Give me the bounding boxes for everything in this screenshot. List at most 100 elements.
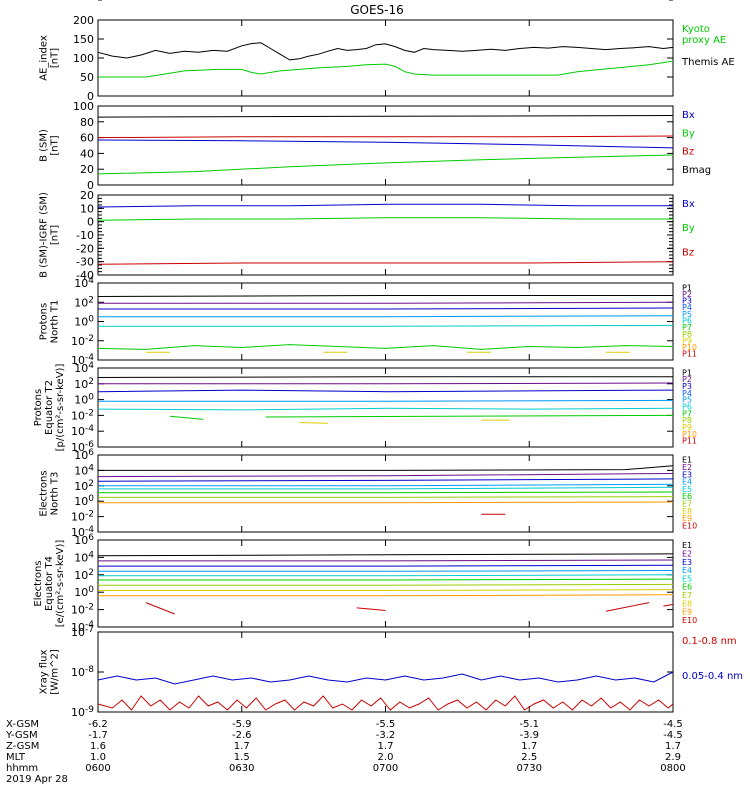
footer-value: 1.6 [90, 741, 106, 752]
footer-value: -1.7 [88, 730, 108, 741]
legend-entry: 0.05-0.4 nm [682, 671, 743, 682]
series-segment [169, 415, 204, 420]
series-line [98, 307, 674, 310]
legend-entry: Bz [682, 247, 694, 258]
y-tick-label: -10 [76, 229, 94, 242]
y-tick-label: 0 [87, 90, 94, 103]
y-tick-label: 0 [87, 216, 94, 229]
series-line [97, 473, 674, 478]
series-line [97, 203, 673, 208]
series-segment [265, 414, 674, 418]
y-tick-label: 10-2 [71, 408, 94, 422]
footer-row-label: MLT [6, 752, 26, 763]
series-line [98, 501, 674, 504]
footer-value: 1.7 [665, 741, 681, 752]
series-line [98, 315, 674, 318]
y-tick-label: 102 [74, 295, 94, 309]
series-line [98, 496, 674, 498]
series-segment [605, 602, 650, 612]
footer-value: 2.5 [521, 752, 537, 763]
footer-value: 1.7 [234, 741, 250, 752]
footer-value: 0630 [229, 763, 254, 774]
series-line [98, 399, 674, 402]
series-line [98, 559, 674, 562]
y-axis-label: Protons [33, 389, 44, 426]
series-line [98, 382, 674, 385]
panel-frame [97, 454, 674, 533]
legend-entry: 0.1-0.8 nm [682, 636, 737, 647]
legend-entry: E8 [682, 507, 692, 516]
series-line [97, 295, 673, 297]
footer-row-label: Z-GSM [6, 741, 39, 752]
legend-entry: proxy AE [682, 35, 726, 46]
series-line [97, 217, 673, 221]
series-line [98, 570, 674, 572]
plot-title: GOES-16 [350, 3, 404, 17]
y-tick-label: 10-2 [71, 510, 94, 524]
series-line [98, 483, 674, 487]
series-line [97, 376, 673, 378]
y-tick-label: 100 [74, 585, 94, 599]
legend: Bx By Bz Bmag [682, 110, 711, 176]
series-segment [145, 602, 175, 615]
legend-entry: Bmag [682, 165, 711, 176]
series-line [98, 324, 674, 327]
legend-entry: E3 [682, 558, 692, 567]
series-line [98, 589, 674, 591]
y-tick-label: 150 [73, 33, 94, 46]
legend-entry: P11 [682, 350, 697, 359]
legend-entry: P9 [682, 336, 692, 345]
series-line [98, 578, 674, 581]
series-line [98, 491, 674, 494]
series-line [98, 465, 674, 471]
panel-frame [97, 19, 674, 97]
legend-entry: E4 [682, 566, 692, 575]
legend-entry: P1 [682, 283, 692, 292]
y-axis-label: North T1 [50, 300, 61, 344]
footer-value: -5.5 [376, 719, 396, 730]
footer-value: 2.0 [378, 752, 394, 763]
footer-value: 1.7 [378, 741, 394, 752]
y-axis-label: Xray flux [39, 650, 50, 695]
y-tick-label: -40 [76, 269, 94, 282]
legend-entry: By [682, 223, 695, 234]
y-axis-label: [nT] [50, 135, 61, 155]
footer-value: -3.9 [519, 730, 539, 741]
series-line [98, 564, 674, 567]
footer-value: 0600 [85, 763, 110, 774]
footer-value: 1.0 [90, 752, 106, 763]
footer-date: 2019 Apr 28 [6, 774, 68, 785]
y-tick-label: 0 [87, 179, 94, 192]
footer-value: -2.6 [232, 730, 252, 741]
legend-entry: E8 [682, 599, 692, 608]
y-axis-label: AE_index [39, 35, 50, 81]
series-line [97, 42, 674, 61]
legend-entry: Kyoto [682, 24, 710, 35]
series-line [97, 344, 674, 350]
series-line [97, 135, 674, 139]
legend-entry: Bz [682, 147, 694, 158]
legend-entry: E5 [682, 485, 692, 494]
y-tick-label: 10 [80, 202, 94, 215]
footer-row-label: hhmm [6, 763, 38, 774]
y-tick-label: 40 [80, 147, 94, 160]
y-tick-label: -20 [76, 242, 94, 255]
legend-entry: Bx [682, 199, 695, 210]
legend-entry: E6 [682, 492, 692, 501]
y-tick-label: 10-2 [71, 603, 94, 617]
legend-entry: P7 [682, 323, 692, 332]
legend-entry: E9 [682, 514, 692, 523]
y-axis-label: [W/m^2] [50, 649, 61, 695]
series-line [97, 407, 674, 411]
series-segment [356, 607, 386, 611]
y-tick-label: 10-9 [71, 705, 94, 719]
